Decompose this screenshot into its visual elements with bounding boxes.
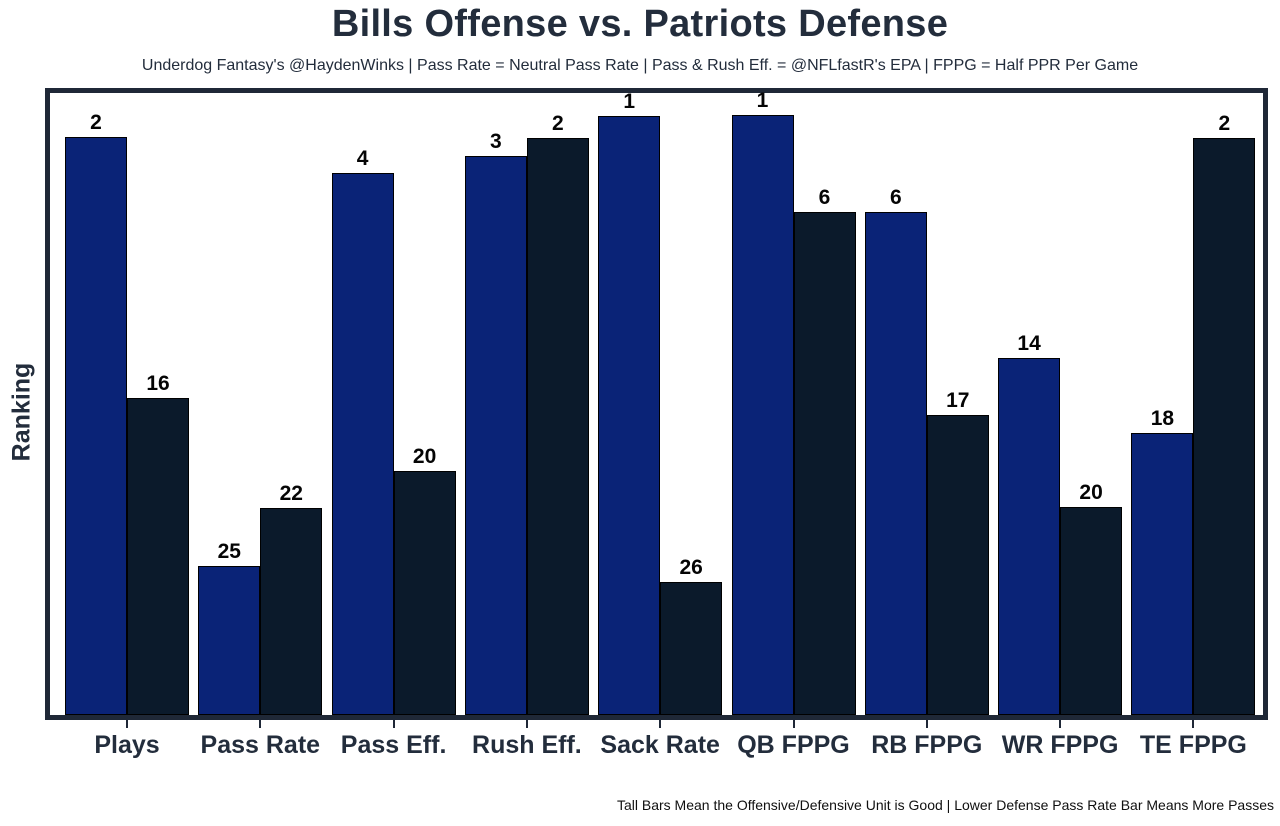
bar-value-label: 2 [90, 110, 102, 134]
x-axis-tick [925, 720, 928, 728]
bar-patriots-defense-plays: 16 [127, 372, 189, 715]
x-axis-tick [659, 720, 662, 728]
bar-bills-offense-pass-eff: 4 [331, 147, 394, 715]
bar-value-label: 20 [1079, 481, 1103, 505]
bar-bills-offense-plays: 2 [65, 111, 127, 715]
x-axis-label-pass-eff: Pass Eff. [340, 731, 447, 759]
bar-value-label: 14 [1017, 331, 1041, 355]
bar-patriots-defense-pass-eff: 20 [393, 445, 456, 715]
bar-patriots-defense-te-fppg: 2 [1193, 112, 1256, 715]
x-axis-label-pass-rate: Pass Rate [200, 731, 321, 759]
x-axis-label-qb-fppg: QB FPPG [737, 731, 850, 759]
bar-value-label: 17 [946, 388, 970, 412]
bar-bills-offense-sack-rate: 1 [598, 90, 661, 715]
x-axis-label-te-fppg: TE FPPG [1139, 731, 1247, 759]
bar-bills-offense-pass-rate: 25 [198, 540, 261, 715]
bar-value-label: 22 [279, 481, 303, 505]
bar-bills-offense-rb-fppg: 6 [864, 186, 927, 715]
bar-bills-offense-rush-eff: 3 [464, 130, 527, 715]
bar-value-label: 4 [356, 146, 369, 170]
x-axis-tick [1192, 720, 1195, 728]
bar-patriots-defense-wr-fppg: 20 [1060, 481, 1123, 715]
bar-value-label: 25 [217, 539, 241, 563]
bar-patriots-defense-sack-rate: 26 [660, 556, 723, 715]
bars-container: 2 16 25 22 4 20 3 2 1 26 1 6 6 17 14 20 18 2 [50, 89, 1263, 715]
bar-value-label: 18 [1150, 406, 1175, 430]
bar-value-label: 16 [146, 372, 170, 396]
bar-value-label: 26 [679, 555, 703, 579]
x-axis-tick [259, 720, 262, 728]
bar-value-label: 2 [1218, 111, 1231, 135]
x-axis-label-sack-rate: Sack Rate [600, 731, 720, 759]
x-axis-label-rush-eff: Rush Eff. [472, 731, 582, 759]
x-axis-label-rb-fppg: RB FPPG [871, 731, 983, 759]
plot-area: 2 16 25 22 4 20 3 2 1 26 1 6 6 17 14 20 18 2 [45, 88, 1268, 720]
chart-subtitle: Underdog Fantasy's @HaydenWinks | Pass R… [141, 57, 1139, 74]
bar-value-label: 1 [756, 88, 769, 112]
x-axis-tick [792, 720, 795, 728]
bar-value-label: 6 [818, 186, 831, 210]
bar-value-label: 20 [412, 445, 437, 469]
x-axis-tick [525, 720, 528, 728]
bar-bills-offense-wr-fppg: 14 [998, 332, 1061, 715]
bar-bills-offense-qb-fppg: 1 [731, 89, 794, 715]
bar-value-label: 1 [623, 90, 636, 114]
bar-bills-offense-te-fppg: 18 [1131, 407, 1194, 715]
x-axis-label-plays: Plays [94, 731, 160, 759]
x-axis-tick [126, 720, 128, 728]
x-axis-tick [1059, 720, 1062, 728]
bar-patriots-defense-qb-fppg: 6 [793, 186, 856, 715]
chart-title: Bills Offense vs. Patriots Defense [331, 3, 949, 45]
bar-patriots-defense-rb-fppg: 17 [926, 389, 989, 715]
x-axis-label-wr-fppg: WR FPPG [1001, 731, 1119, 759]
bar-value-label: 3 [490, 129, 502, 153]
bar-patriots-defense-pass-rate: 22 [260, 482, 323, 715]
x-axis-tick [392, 720, 395, 728]
footnote: Tall Bars Mean the Offensive/Defensive U… [616, 797, 1274, 813]
y-axis-label: Ranking [7, 362, 36, 462]
x-axis: Plays Pass Rate Pass Eff. Rush Eff. Sack Rat… [50, 720, 1263, 780]
bar-patriots-defense-rush-eff: 2 [526, 112, 589, 715]
bar-value-label: 2 [552, 111, 564, 135]
bar-value-label: 6 [889, 186, 902, 210]
